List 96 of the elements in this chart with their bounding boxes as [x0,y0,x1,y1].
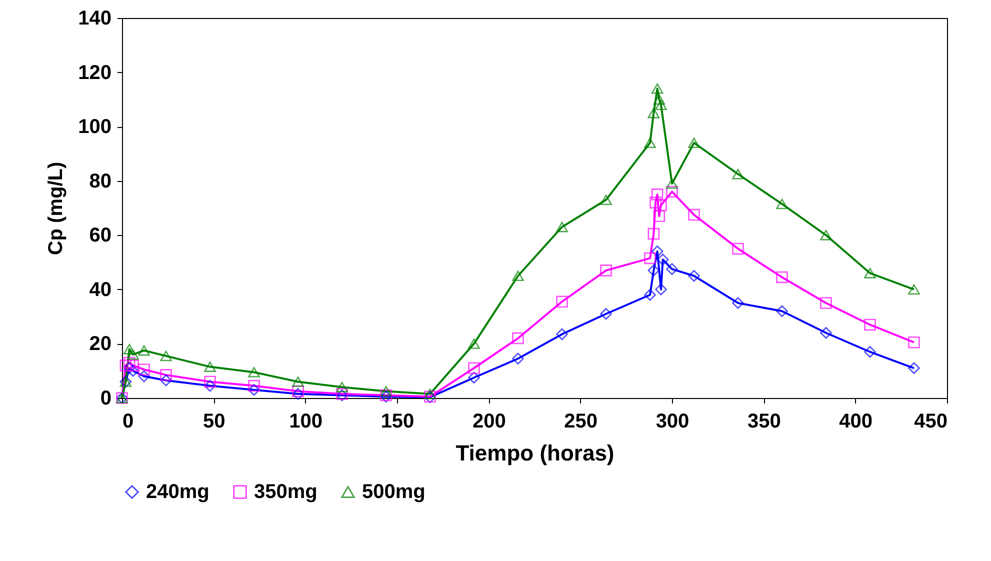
point [653,210,666,222]
point [512,332,524,344]
point [644,252,656,264]
x-tick-label: 100 [289,410,323,432]
point [512,352,524,365]
point [468,362,480,374]
point [666,263,678,275]
point [556,222,568,232]
x-tick-label: 300 [656,410,690,432]
x-tick-label: 0 [122,410,134,432]
point [292,388,304,400]
point [820,297,832,309]
point [600,194,612,206]
point [655,284,667,296]
y-tick-label: 60 [89,224,112,247]
point [380,386,392,396]
point [600,264,612,276]
point [656,254,669,266]
point [512,270,524,282]
point [908,284,920,295]
point [556,296,568,308]
point [336,382,348,392]
legend-label: 240mg [146,481,210,503]
point [648,108,660,118]
point [204,380,216,392]
point [138,370,150,382]
point [651,246,664,258]
legend-label: 350mg [254,481,318,503]
point [688,208,700,221]
point [648,228,660,240]
legend-label: 500mg [362,481,426,503]
point [644,288,656,301]
point [123,362,136,374]
point [732,297,744,309]
x-tick-label: 50 [203,410,226,432]
x-tick-label: 450 [914,410,948,432]
point [138,364,150,376]
point [776,198,788,210]
point [655,199,667,212]
point [650,196,662,208]
point [820,230,832,240]
point [908,336,920,348]
point [160,374,172,386]
point [732,168,744,180]
point [600,308,612,320]
x-tick-label: 350 [747,410,781,432]
point [127,349,139,360]
point [732,242,744,255]
point [248,367,260,378]
point [820,326,832,339]
point [292,376,304,387]
point [123,344,136,354]
y-axis-title: Cp (mg/L) [45,162,68,256]
point [688,270,700,282]
point [160,369,172,381]
y-tick-label: 0 [100,388,112,410]
point [653,94,666,105]
y-tick-label: 140 [78,8,112,30]
point [776,305,788,318]
point [688,138,700,148]
point [424,388,436,400]
point [651,188,664,200]
point [248,384,260,396]
point [127,364,139,377]
x-axis-title: Tiempo (horas) [456,440,614,466]
point [160,350,172,362]
point [248,380,260,392]
point [644,138,656,148]
point [204,376,216,388]
x-tick-label: 400 [839,410,873,432]
point [864,346,876,358]
point [468,338,480,349]
y-tick-label: 80 [89,170,112,192]
point [123,356,136,369]
point [655,100,667,110]
point [127,360,139,372]
y-tick-label: 40 [89,278,112,301]
x-tick-label: 200 [472,410,506,432]
point [864,318,876,331]
point [908,362,920,374]
point [120,360,132,372]
point [204,362,216,372]
point [138,345,150,356]
x-tick-label: 250 [564,410,598,432]
point [651,83,664,94]
point [864,268,876,278]
point [468,372,480,384]
x-tick-label: 150 [380,410,414,432]
point [556,328,568,340]
y-tick-label: 20 [89,333,112,356]
y-tick-label: 120 [78,62,112,84]
point [666,178,678,189]
point [776,271,788,284]
y-tick-label: 100 [78,116,112,138]
point [666,186,678,198]
point [648,264,660,276]
